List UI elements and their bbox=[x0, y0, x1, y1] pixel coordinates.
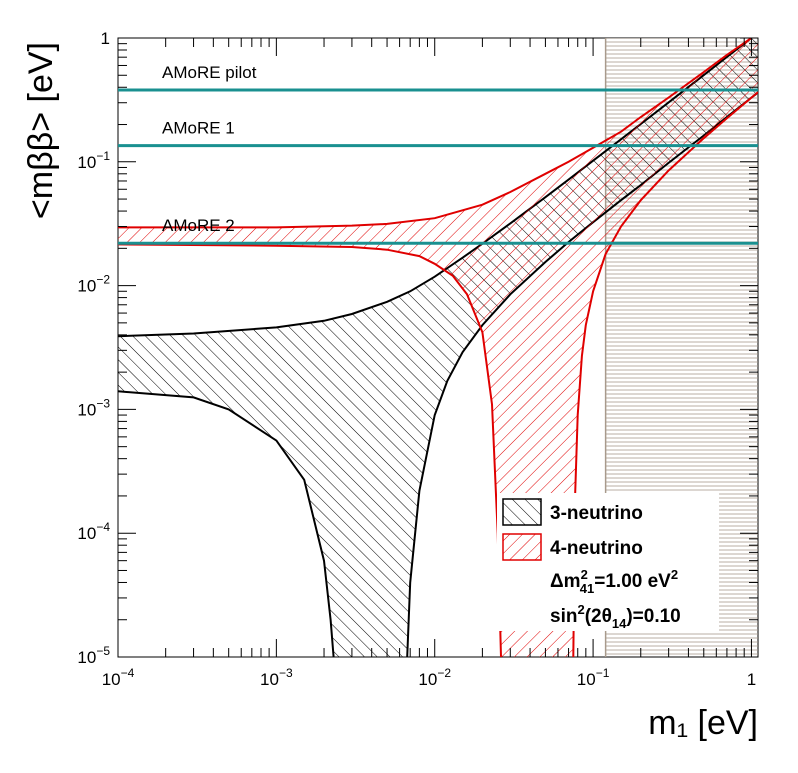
legend-label-4nu: 4-neutrino bbox=[550, 538, 643, 559]
sensitivity-label-1: AMoRE 1 bbox=[162, 119, 235, 138]
x-tick-label-2: 10−2 bbox=[418, 666, 451, 689]
curve-3nu-lower-left bbox=[118, 390, 335, 657]
legend-swatch-3nu bbox=[502, 498, 542, 526]
y-tick-label-1: 10−4 bbox=[77, 520, 110, 543]
legend-label-3nu: 3-neutrino bbox=[550, 503, 643, 524]
sensitivity-label-2: AMoRE 2 bbox=[162, 216, 235, 235]
x-tick-label-0: 10−4 bbox=[102, 666, 135, 689]
legend-param-theta14: sin2(2θ14)=0.10 bbox=[550, 602, 681, 631]
legend: 3-neutrino 4-neutrino Δm2 41=1.00 eV2 sin… bbox=[497, 493, 719, 631]
axes: AMoRE pilot AMoRE 1 AMoRE 2 10−4 10−3 10−2 10−… bbox=[77, 29, 758, 689]
legend-swatch-4nu bbox=[502, 533, 542, 561]
x-tick-label-3: 10−1 bbox=[577, 666, 610, 689]
y-axis-title: <mββ> [eV] bbox=[22, 42, 60, 219]
x-tick-label-4: 1 bbox=[747, 670, 756, 689]
band-4nu bbox=[118, 38, 758, 657]
legend-param-dm41: Δm2 41=1.00 eV2 bbox=[550, 567, 678, 596]
sensitivity-label-0: AMoRE pilot bbox=[162, 63, 257, 82]
y-tick-label-2: 10−3 bbox=[77, 396, 110, 419]
y-tick-label-0: 10−5 bbox=[77, 644, 110, 667]
curve-4nu-upper bbox=[118, 38, 754, 229]
x-tick-label-1: 10−3 bbox=[260, 666, 293, 689]
y-tick-label-4: 10−1 bbox=[77, 149, 110, 172]
curve-4nu-lower-right bbox=[572, 91, 758, 657]
x-axis-title: m₁ [eV] bbox=[648, 704, 758, 742]
y-tick-label-3: 10−2 bbox=[77, 273, 110, 296]
y-tick-label-5: 1 bbox=[101, 29, 110, 48]
